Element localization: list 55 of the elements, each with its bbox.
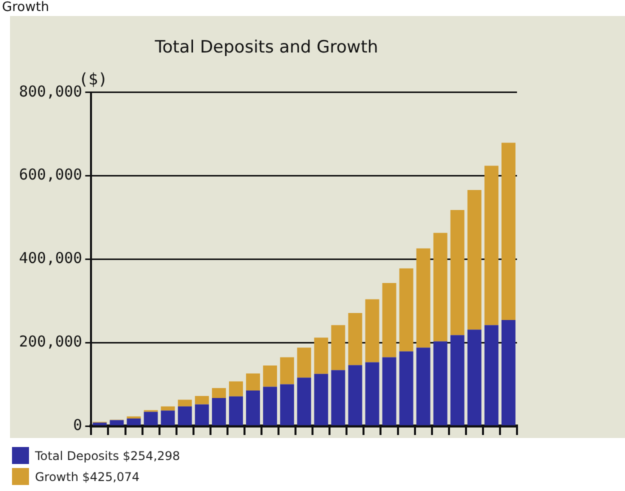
bar [348, 312, 362, 366]
bar [331, 325, 346, 370]
bar [160, 406, 175, 411]
bar [126, 418, 141, 426]
bar [110, 420, 124, 426]
bar [194, 404, 209, 426]
bar [484, 325, 498, 426]
bar [212, 398, 226, 426]
bar [399, 351, 414, 426]
bar [365, 299, 380, 362]
bar [433, 232, 448, 342]
bar [212, 388, 226, 398]
bar [229, 396, 243, 426]
bar [246, 390, 260, 426]
bar [280, 384, 294, 426]
y-tick-label: 0 [73, 416, 82, 434]
bar [194, 396, 209, 404]
bar [246, 373, 260, 391]
bar [399, 268, 414, 352]
bar [280, 357, 294, 384]
bar [297, 348, 312, 378]
bar [502, 142, 516, 320]
bar [365, 362, 380, 426]
bar [382, 357, 396, 426]
legend-label: Growth $425,074 [35, 470, 140, 484]
bar [502, 320, 516, 426]
bar [178, 406, 192, 426]
bar [263, 386, 278, 426]
legend-label: Total Deposits $254,298 [35, 448, 180, 462]
bar [450, 210, 464, 336]
text: Growth [2, 0, 50, 15]
bar [297, 378, 312, 426]
bar [484, 166, 498, 326]
bar [467, 190, 482, 330]
bar [433, 341, 448, 426]
bar [416, 248, 430, 348]
bar [331, 370, 346, 426]
bar [92, 422, 107, 426]
bar [467, 330, 482, 426]
bar [178, 400, 192, 406]
bar [160, 410, 175, 426]
bar [314, 374, 328, 426]
chart-title: Total Deposits and Growth [154, 38, 378, 58]
bar [263, 366, 278, 387]
bar [144, 412, 158, 426]
bar [450, 335, 464, 426]
bar [382, 282, 396, 358]
y-tick-label: 200,000 [18, 332, 82, 350]
bar [348, 365, 362, 426]
bar [229, 381, 243, 396]
y-tick-label: 800,000 [18, 82, 82, 100]
y-tick-label: 600,000 [18, 166, 82, 184]
bar [416, 348, 430, 426]
bar [314, 338, 328, 374]
y-tick-label: 400,000 [18, 249, 82, 268]
